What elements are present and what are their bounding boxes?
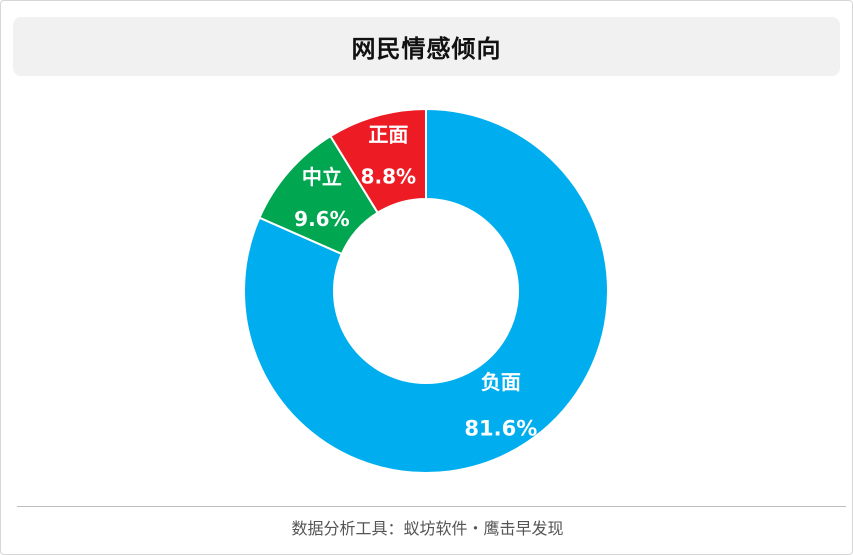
slice-label-value: 9.6% [294,207,349,231]
slice-label-name: 正面 [368,123,408,147]
title-bar: 网民情感倾向 [13,17,840,76]
slice-label-value: 8.8% [361,165,416,189]
donut-chart: 负面 81.6% 中立 9.6% 正面 8.8% [1,91,853,491]
donut-chart-svg: 负面 81.6% 中立 9.6% 正面 8.8% [243,107,609,474]
slice-label-value: 81.6% [464,417,537,441]
slice-负面 [243,107,609,474]
slice-label-name: 负面 [481,370,521,394]
footer-credit: 数据分析工具：蚁坊软件・鹰击早发现 [291,519,564,538]
slice-正面 [329,107,427,215]
slice-label-name: 中立 [302,165,342,189]
chart-title: 网民情感倾向 [351,35,502,63]
footer-divider [17,506,846,507]
